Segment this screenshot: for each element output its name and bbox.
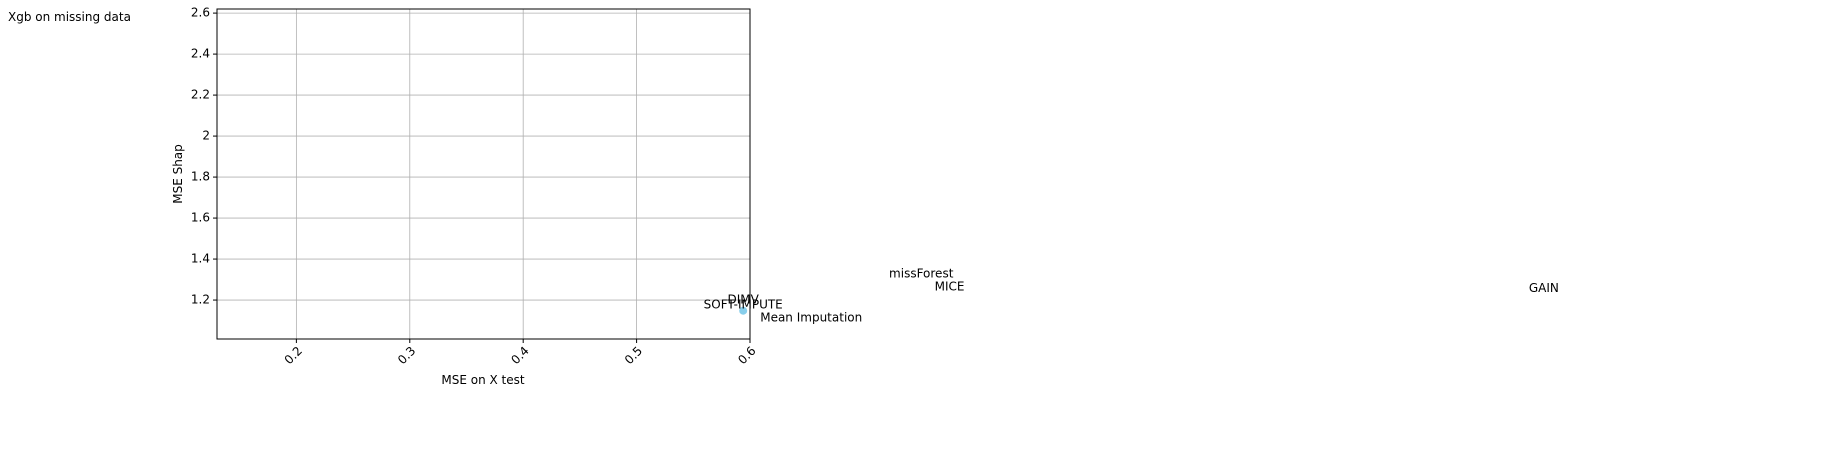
annotation: DIMV [728,293,760,307]
y-tick-label: 2.2 [191,88,210,102]
y-tick-label: 2.4 [191,47,210,61]
annotation: SOFT-IMPUTE [704,297,783,311]
y-tick-label: 1.8 [191,170,210,184]
points [739,306,748,315]
y-tick-label: 2.6 [191,6,210,20]
y-tick-label: 1.2 [191,293,210,307]
point [739,306,748,315]
annotation: Mean Imputation [760,311,862,325]
annotation: GAIN [1529,281,1559,295]
y-tick-label: 1.6 [191,211,210,225]
x-axis-label: MSE on X test [441,373,525,387]
x-tick-label: 0.3 [395,344,418,367]
x-tick-label: 0.4 [508,344,531,367]
x-tick-label: 0.2 [282,344,305,367]
plot-frame [216,8,751,340]
chart-title: Xgb on missing data [8,10,131,24]
y-tick-label: 2 [202,129,210,143]
annotation: missForest [889,267,954,281]
grid [217,9,751,339]
x-tick-label: 0.5 [622,344,645,367]
x-tick-label: 0.6 [735,344,758,367]
y-axis-label: MSE Shap [171,144,185,204]
annotation: MICE [935,280,965,294]
y-tick-label: 1.4 [191,252,210,266]
